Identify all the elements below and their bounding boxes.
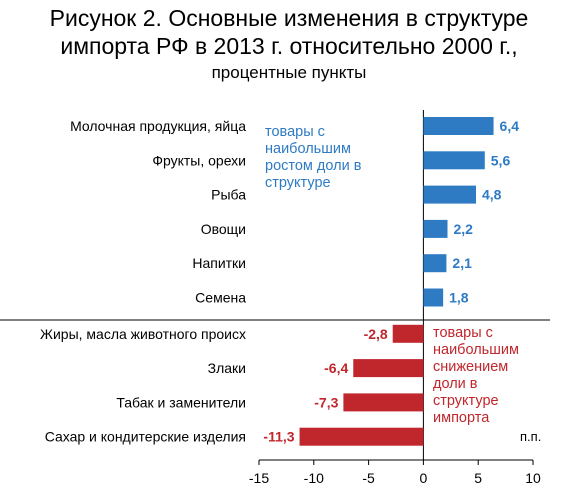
chart-title-line1: Рисунок 2. Основные изменения в структур…: [49, 5, 529, 31]
bar-value-label: 6,4: [500, 118, 520, 134]
bar: [299, 427, 424, 446]
x-tick-label: 10: [525, 470, 541, 486]
bar: [343, 393, 424, 412]
axis-unit-label: п.п.: [520, 429, 542, 444]
category-label: Рыба: [211, 187, 246, 203]
bar: [423, 185, 477, 204]
bar-value-label: -7,3: [314, 394, 338, 410]
bar-value-label: -6,4: [324, 360, 348, 376]
bar-value-label: 5,6: [491, 152, 511, 168]
x-tick-label: 0: [420, 470, 428, 486]
bar-value-label: 1,8: [449, 290, 469, 306]
bar-value-label: 2,1: [452, 255, 472, 271]
x-tick-label: -15: [249, 470, 269, 486]
category-label: Молочная продукция, яйца: [70, 118, 246, 134]
x-tick-label: -10: [304, 470, 324, 486]
category-label: Напитки: [192, 255, 246, 271]
category-label: Овощи: [201, 221, 246, 237]
bar: [423, 254, 447, 273]
category-label: Фрукты, орехи: [152, 152, 246, 168]
x-tick-label: 5: [474, 470, 482, 486]
bar: [423, 288, 444, 307]
bar: [423, 117, 494, 135]
bar-value-label: 4,8: [482, 187, 502, 203]
chart-title-line2: импорта РФ в 2013 г. относительно 2000 г…: [60, 33, 518, 59]
x-tick-label: -5: [362, 470, 375, 486]
category-label: Сахар и кондитерские изделия: [45, 429, 246, 445]
category-label: Табак и заменители: [116, 394, 246, 410]
growth-annotation: товары с наибольшим ростом доли в структ…: [265, 124, 362, 191]
bar-value-label: -2,8: [364, 326, 388, 342]
chart-subtitle: процентные пункты: [211, 63, 367, 82]
category-label: Семена: [195, 290, 246, 306]
category-label: Жиры, масла животного происх: [40, 326, 246, 342]
bar: [423, 151, 485, 170]
bar: [423, 219, 448, 238]
decline-annotation: товары с наибольшим снижением доли в стр…: [433, 325, 519, 426]
bar: [353, 359, 424, 378]
category-label: Злаки: [208, 360, 246, 376]
bar-value-label: 2,2: [454, 221, 474, 237]
bar: [392, 324, 424, 343]
bar-value-label: -11,3: [263, 429, 294, 445]
